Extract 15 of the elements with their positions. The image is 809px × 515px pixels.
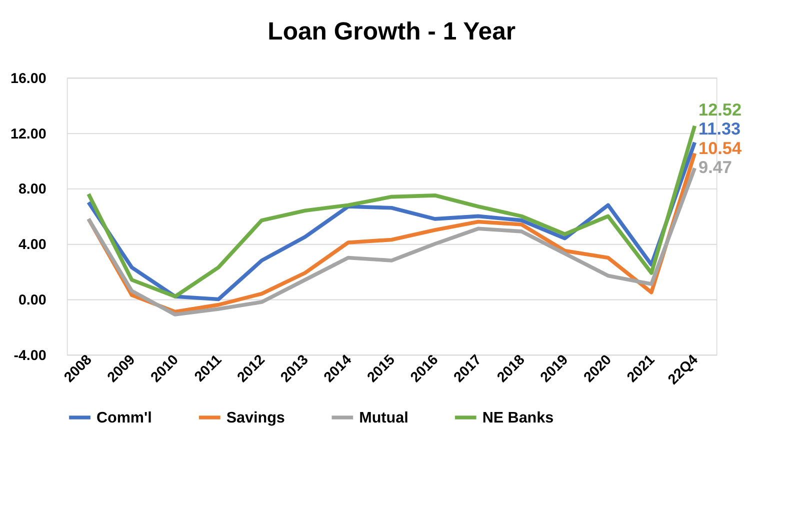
legend-label: Savings — [226, 409, 285, 426]
y-tick-label: 0.00 — [18, 292, 46, 309]
y-tick-label: 12.00 — [10, 126, 46, 142]
y-tick-label: 4.00 — [18, 237, 46, 254]
legend-label: Mutual — [359, 409, 408, 426]
y-tick-label: -4.00 — [14, 348, 46, 364]
y-tick-label: 8.00 — [18, 182, 46, 198]
y-tick-label: 16.00 — [10, 70, 46, 87]
data-label: 12.52 — [698, 100, 742, 120]
chart-title: Loan Growth - 1 Year — [268, 18, 516, 46]
legend-label: Comm'l — [96, 409, 152, 426]
data-label: 9.47 — [698, 156, 732, 177]
data-label: 11.33 — [698, 118, 741, 139]
legend-label: NE Banks — [482, 409, 554, 426]
data-label: 10.54 — [698, 138, 742, 158]
